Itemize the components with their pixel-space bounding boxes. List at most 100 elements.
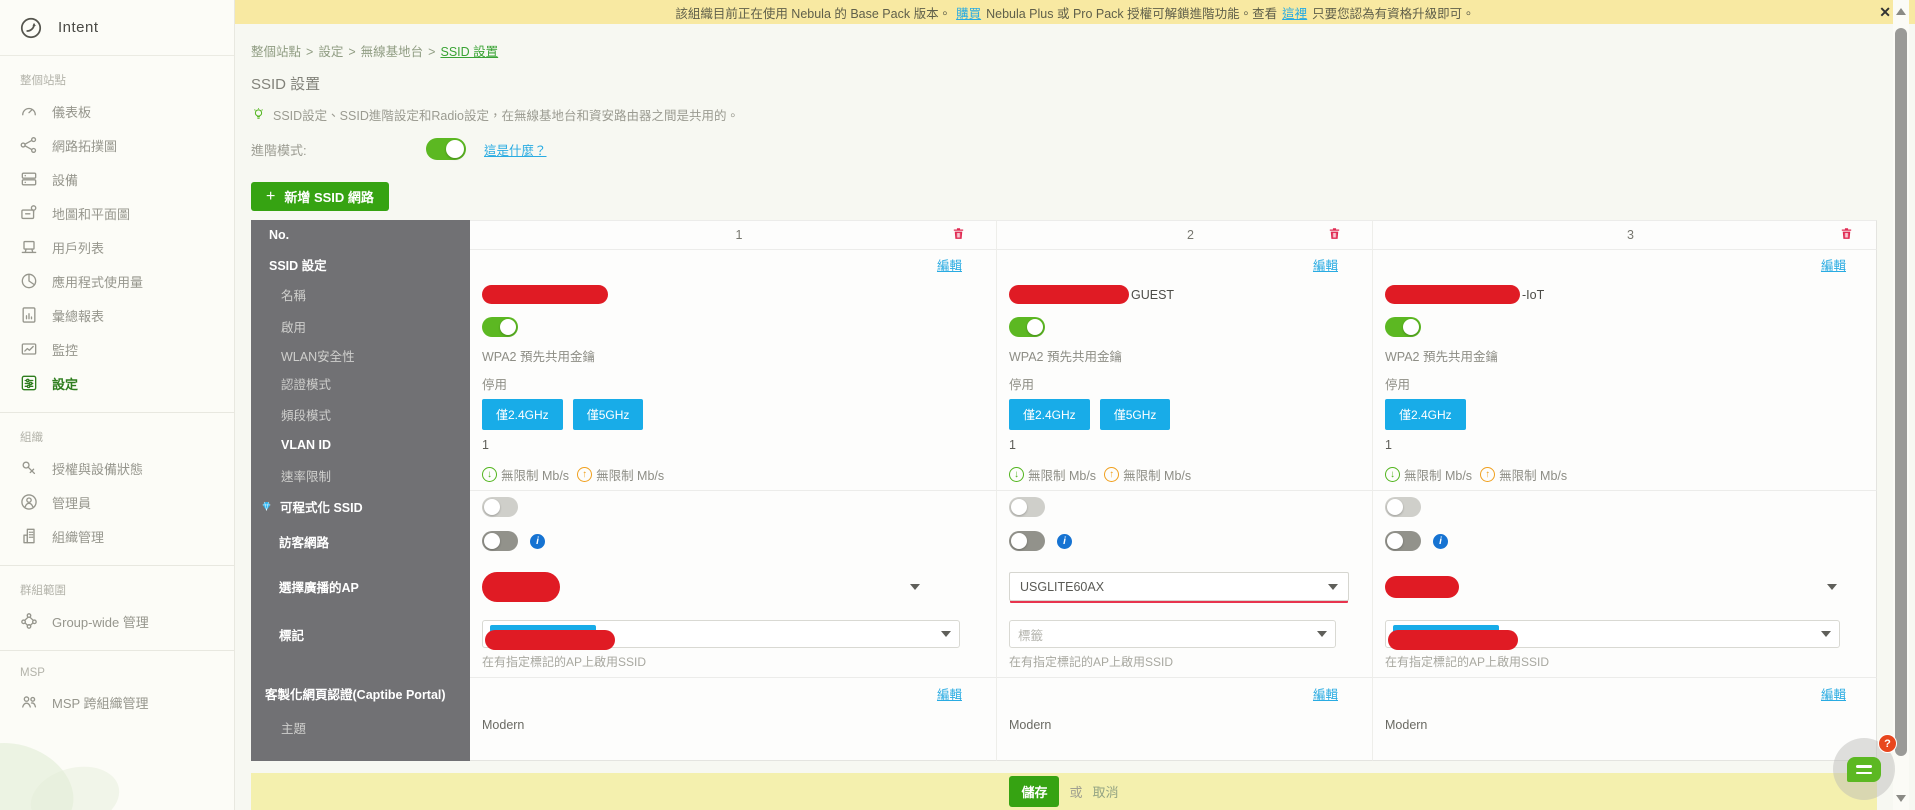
table-row-programmable: 可程式化 SSID <box>251 491 1877 522</box>
row-label-no: No. <box>251 220 470 250</box>
banner-text: Nebula Plus 或 Pro Pack 授權可解鎖進階功能。查看 <box>986 6 1278 21</box>
redacted-ssid-name <box>482 285 608 304</box>
sidebar-item-license[interactable]: 授權與設備狀態 <box>0 451 234 485</box>
edit-link[interactable]: 編輯 <box>1820 688 1846 702</box>
save-bar: 儲存 或 取消 <box>251 773 1877 810</box>
sidebar-section-group: 群組範圍 <box>20 585 66 597</box>
guest-toggle[interactable] <box>482 531 518 551</box>
row-label-guest: 訪客網路 <box>251 522 470 560</box>
sidebar-divider <box>0 650 234 651</box>
sidebar-item-clients[interactable]: 用戶列表 <box>0 230 234 264</box>
advanced-mode-help-link[interactable]: 這是什麼？ <box>484 143 547 158</box>
enable-toggle[interactable] <box>1009 316 1045 337</box>
sidebar-item-admins[interactable]: 管理員 <box>0 485 234 519</box>
sidebar-item-maps[interactable]: 地圖和平面圖 <box>0 196 234 230</box>
no-cell-3: 3 <box>1373 220 1877 250</box>
trash-icon[interactable] <box>1327 226 1342 245</box>
sidebar-item-settings[interactable]: 設定 <box>0 366 234 400</box>
auth-cell-1: 停用 <box>470 369 997 398</box>
sidebar-item-msp[interactable]: MSP 跨組織管理 <box>0 685 234 719</box>
enable-toggle[interactable] <box>482 316 518 337</box>
or-text: 或 <box>1069 785 1083 800</box>
info-icon[interactable]: i <box>1433 533 1448 549</box>
close-icon[interactable]: ✕ <box>1879 3 1891 20</box>
programmable-toggle[interactable] <box>1385 496 1421 517</box>
edit-link[interactable]: 編輯 <box>936 258 962 273</box>
band-chip: 僅5GHz <box>572 399 644 430</box>
ssid-name-suffix: -IoT <box>1522 287 1545 302</box>
banner-buy-link[interactable]: 購買 <box>956 6 982 21</box>
portal-edit-cell-3: 編輯 <box>1373 678 1877 709</box>
breadcrumb-settings[interactable]: 設定 <box>318 45 344 59</box>
theme-value: Modern <box>1385 718 1428 732</box>
programmable-toggle[interactable] <box>482 496 518 517</box>
redacted-ssid-name <box>1009 285 1129 304</box>
sidebar-item-app-usage[interactable]: 應用程式使用量 <box>0 264 234 298</box>
table-row-ap: 選擇廣播的AP USGLITE60AX <box>251 560 1877 613</box>
sidebar-item-topology[interactable]: 網路拓撲圖 <box>0 128 234 162</box>
scrollbar[interactable] <box>1893 0 1909 810</box>
edit-link[interactable]: 編輯 <box>1820 258 1846 273</box>
guest-toggle[interactable] <box>1385 531 1421 551</box>
table-row-auth: 認證模式 停用 停用 停用 <box>251 369 1877 398</box>
info-icon[interactable]: i <box>1057 533 1072 549</box>
sidebar-item-label: MSP 跨組織管理 <box>52 695 149 711</box>
redacted-tag <box>1388 630 1518 650</box>
tag-input[interactable] <box>482 620 960 650</box>
sidebar-item-group-wide[interactable]: Group-wide 管理 <box>0 604 234 638</box>
banner-here-link[interactable]: 這裡 <box>1282 6 1308 21</box>
tag-input[interactable]: 標籤 <box>1009 620 1336 648</box>
band-cell-2: 僅2.4GHz 僅5GHz <box>997 398 1373 431</box>
table-row-rate: 速率限制 ↓ 無限制 Mb/s ↑ 無限制 Mb/s ↓ 無限制 Mb/s ↑ 無限制 … <box>251 459 1877 491</box>
sidebar-item-report[interactable]: 彙總報表 <box>0 298 234 332</box>
table-row-theme: 主題 Modern Modern Modern <box>251 709 1877 761</box>
sidebar-item-monitor[interactable]: 監控 <box>0 332 234 366</box>
ap-select[interactable] <box>482 571 960 602</box>
trash-icon[interactable] <box>951 226 966 245</box>
clients-icon <box>21 240 37 254</box>
save-button[interactable]: 儲存 <box>1009 776 1060 807</box>
add-ssid-button[interactable]: + 新增 SSID 網路 <box>251 182 389 211</box>
scrollbar-thumb[interactable] <box>1895 28 1907 756</box>
breadcrumb-ap[interactable]: 無線基地台 <box>360 45 424 59</box>
sidebar-item-label: 彙總報表 <box>52 308 105 324</box>
edit-link[interactable]: 編輯 <box>1312 258 1338 273</box>
sidebar-item-org-mgmt[interactable]: 組織管理 <box>0 519 234 553</box>
redacted-ssid-name <box>1385 285 1520 304</box>
redacted-tag <box>485 630 615 650</box>
chat-widget-button[interactable]: ? <box>1833 734 1897 800</box>
cancel-link[interactable]: 取消 <box>1092 785 1119 800</box>
ssid-edit-cell-1: 編輯 <box>470 250 997 278</box>
edit-link[interactable]: 編輯 <box>936 688 962 702</box>
info-icon[interactable]: i <box>530 533 545 549</box>
lightbulb-icon <box>254 108 263 119</box>
sidebar-item-dashboard[interactable]: 儀表板 <box>0 94 234 128</box>
edit-link[interactable]: 編輯 <box>1312 688 1338 702</box>
sidebar-divider <box>0 412 234 413</box>
breadcrumb-current[interactable]: SSID 設置 <box>440 45 499 59</box>
band-cell-1: 僅2.4GHz 僅5GHz <box>470 398 997 431</box>
tag-input[interactable] <box>1385 620 1840 650</box>
trash-icon[interactable] <box>1839 226 1854 245</box>
scroll-down-icon[interactable] <box>1896 795 1906 802</box>
ap-select[interactable]: USGLITE60AX <box>1009 572 1349 601</box>
advanced-mode-toggle[interactable] <box>426 138 466 160</box>
theme-value: Modern <box>1009 718 1052 732</box>
enable-toggle[interactable] <box>1385 316 1421 337</box>
name-cell-1 <box>470 278 997 311</box>
theme-cell-3: Modern <box>1373 709 1877 761</box>
sidebar-item-label: 設備 <box>52 172 79 188</box>
sidebar-item-devices[interactable]: 設備 <box>0 162 234 196</box>
admin-icon <box>21 494 37 510</box>
breadcrumb-site[interactable]: 整個站點 <box>251 45 302 59</box>
license-key-icon <box>22 461 36 475</box>
guest-toggle[interactable] <box>1009 531 1045 551</box>
rate-cell-1: ↓ 無限制 Mb/s ↑ 無限制 Mb/s <box>470 459 997 491</box>
programmable-toggle[interactable] <box>1009 496 1045 517</box>
programmable-label: 可程式化 SSID <box>280 501 363 515</box>
row-label-ap: 選擇廣播的AP <box>251 560 470 613</box>
scroll-up-icon[interactable] <box>1896 8 1906 15</box>
row-label-portal: 客製化網頁認證(Captibe Portal) <box>251 678 470 709</box>
row-label-vlan: VLAN ID <box>251 431 470 459</box>
ap-select[interactable] <box>1385 572 1855 602</box>
